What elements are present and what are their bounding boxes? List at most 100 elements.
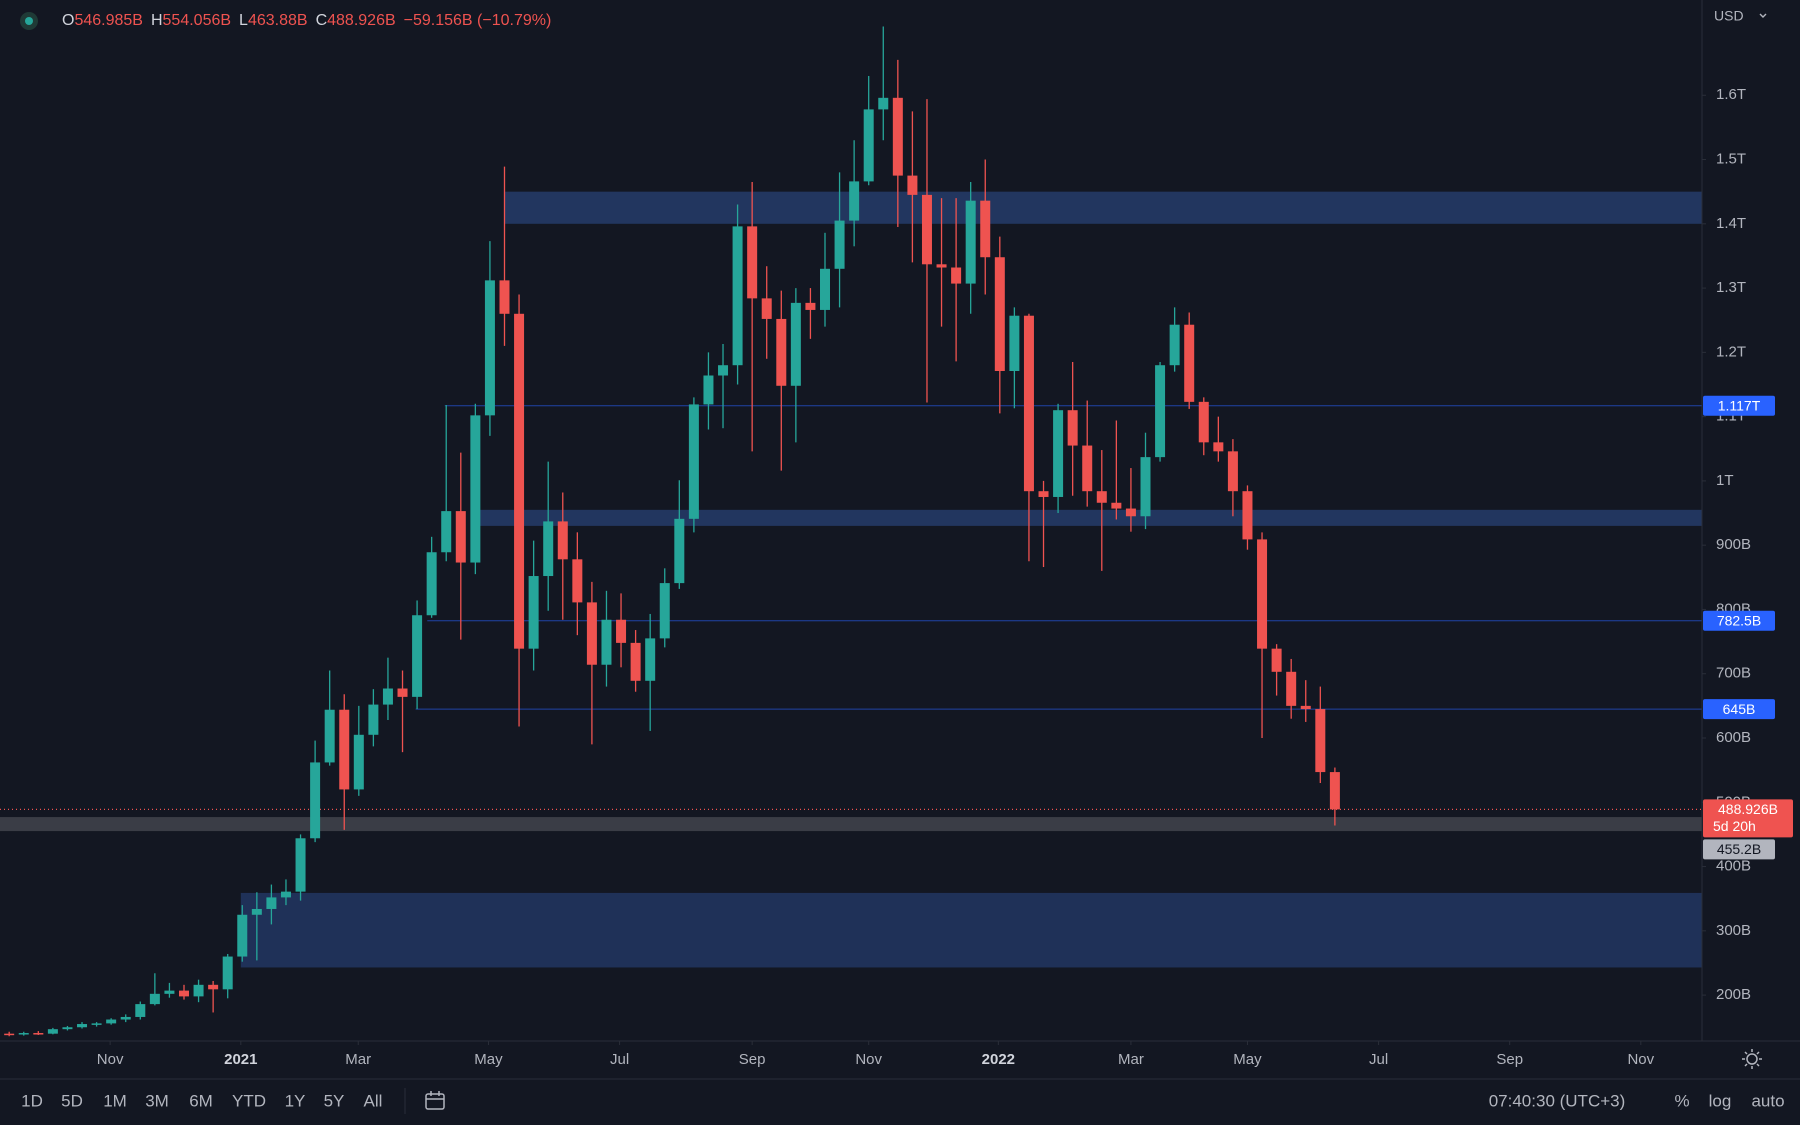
x-tick-label: May [1233, 1051, 1262, 1068]
candle-body [499, 280, 510, 314]
option-button[interactable]: % [1674, 1091, 1689, 1110]
zone [479, 509, 1703, 526]
candle-body [164, 990, 175, 994]
candle-body [120, 1016, 131, 1020]
countdown-label: 5d 20h [1713, 818, 1756, 834]
status-dot [25, 17, 33, 25]
candle-body [951, 267, 962, 284]
candle-body [1067, 410, 1078, 446]
x-tick-label: Mar [1118, 1051, 1144, 1068]
candle-body [1329, 772, 1340, 810]
ohlc-key: L [239, 12, 248, 29]
dropdown-icon [1759, 13, 1767, 18]
candle-body [1198, 401, 1209, 443]
x-tick-label: Jul [1369, 1051, 1388, 1068]
candle-body [310, 762, 321, 839]
candle-body [106, 1019, 117, 1024]
range-button[interactable]: 6M [189, 1091, 213, 1110]
currency[interactable]: USD [1714, 8, 1744, 24]
candle-body [732, 226, 743, 366]
ohlc-key: C [316, 12, 328, 29]
candle-body [18, 1033, 29, 1035]
candle-body [1096, 491, 1107, 503]
candle-body [412, 615, 423, 697]
x-tick-label: Nov [855, 1051, 882, 1068]
ohlc-key: O [62, 12, 74, 29]
candle-body [368, 704, 379, 735]
ohlc-change: −59.156B (−10.79%) [404, 12, 552, 29]
range-button[interactable]: 1Y [285, 1091, 306, 1110]
range-button[interactable]: YTD [232, 1091, 266, 1110]
level-label: 1.117T [1718, 397, 1761, 413]
candle-body [980, 200, 991, 258]
calendar-icon[interactable] [425, 1091, 445, 1110]
candle-body [863, 109, 874, 182]
y-tick-label: 900B [1716, 536, 1751, 553]
candle-body [616, 619, 627, 643]
candle-body [222, 956, 233, 990]
candle-body [557, 521, 568, 560]
range-button[interactable]: All [364, 1091, 383, 1110]
range-button[interactable]: 5Y [324, 1091, 345, 1110]
candle-body [1053, 410, 1064, 497]
option-button[interactable]: auto [1751, 1091, 1784, 1110]
range-button[interactable]: 1D [21, 1091, 43, 1110]
candle-body [601, 619, 612, 665]
range-button[interactable]: 1M [103, 1091, 127, 1110]
zone-label-box [1703, 839, 1775, 860]
candle-body [339, 709, 350, 790]
y-tick-label: 1.6T [1716, 86, 1746, 103]
last-price-label: 488.926B [1718, 801, 1778, 817]
zone [0, 817, 1702, 832]
y-tick-label: 1.5T [1716, 150, 1746, 167]
candle-body [382, 688, 393, 705]
range-button[interactable]: 3M [145, 1091, 169, 1110]
ohlc-value: 546.985B [74, 12, 143, 29]
ohlc-value: 554.056B [163, 12, 232, 29]
level-label: 645B [1723, 701, 1756, 717]
settings-icon-core [1746, 1053, 1758, 1065]
candle-body [645, 638, 656, 681]
candle-body [543, 521, 554, 577]
ohlc-header: O546.985B H554.056B L463.88B C488.926B −59.1… [62, 12, 551, 29]
candle-body [776, 318, 787, 386]
candle-body [528, 576, 539, 649]
candle-body [91, 1023, 102, 1025]
candle-body [455, 511, 466, 563]
x-tick-label: Nov [1627, 1051, 1654, 1068]
level-label-box [1703, 395, 1775, 416]
candle-body [1213, 442, 1224, 452]
range-button[interactable]: 5D [61, 1091, 83, 1110]
y-tick-label: 600B [1716, 729, 1751, 746]
candle-body [237, 914, 248, 957]
candle-body [324, 709, 335, 763]
y-tick-label: 300B [1716, 922, 1751, 939]
candle-body [470, 415, 481, 563]
candle-body [4, 1033, 15, 1036]
option-button[interactable]: log [1709, 1091, 1732, 1110]
candle-body [1111, 502, 1122, 509]
candle-body [819, 268, 830, 310]
settings-icon-rays [1742, 1049, 1762, 1069]
candle-body [1300, 705, 1311, 710]
calendar-icon-lines [426, 1091, 444, 1100]
ohlc-value: 463.88B [248, 12, 308, 29]
zone [504, 191, 1702, 224]
y-tick-label: 1.4T [1716, 215, 1746, 232]
settings-icon[interactable] [1742, 1049, 1762, 1069]
candle-body [280, 891, 291, 898]
x-tick-label: May [474, 1051, 503, 1068]
x-tick-label: Nov [97, 1051, 124, 1068]
ohlc-key: H [151, 12, 163, 29]
candle-body [251, 908, 262, 915]
candle-body [674, 518, 685, 584]
y-tick-label: 1.3T [1716, 279, 1746, 296]
candle-body [572, 559, 583, 603]
candle-body [586, 602, 597, 665]
level-label: 782.5B [1717, 612, 1761, 628]
candle-body [178, 990, 189, 997]
y-tick-label: 700B [1716, 665, 1751, 682]
candle-body [33, 1033, 44, 1035]
candle-body [718, 365, 729, 376]
